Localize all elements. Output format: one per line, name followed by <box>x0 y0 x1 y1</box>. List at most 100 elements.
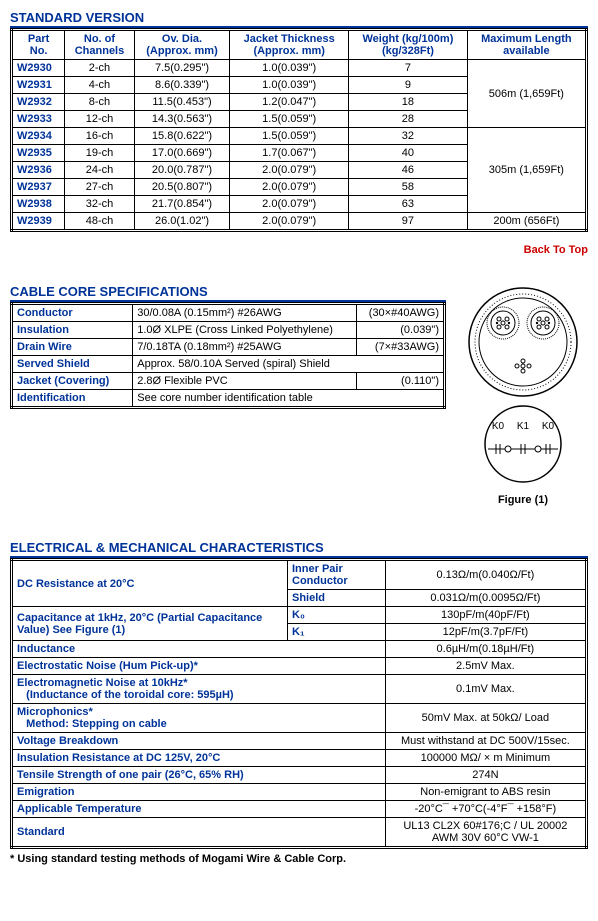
table-cell: 19-ch <box>65 145 134 162</box>
core-label: Identification <box>12 390 133 408</box>
figure-1-diagram: K0 K1 K0 Figure (1) <box>458 284 588 506</box>
core-unit: (0.039") <box>357 322 445 339</box>
cap-label: Capacitance at 1kHz, 20°C (Partial Capac… <box>12 607 288 641</box>
part-no: W2935 <box>12 145 65 162</box>
part-no: W2934 <box>12 128 65 145</box>
core-label: Jacket (Covering) <box>12 373 133 390</box>
table-cell: 32 <box>349 128 468 145</box>
svg-text:K0: K0 <box>492 421 505 432</box>
k1-value: 12pF/m(3.7pF/Ft) <box>385 624 586 641</box>
standard-version-table: Part No. No. of Channels Ov. Dia. (Appro… <box>10 28 588 232</box>
hum-value: 2.5mV Max. <box>385 658 586 675</box>
part-no: W2936 <box>12 162 65 179</box>
temp-label: Applicable Temperature <box>12 801 386 818</box>
table-cell: 2.0(0.079") <box>230 162 349 179</box>
emn-label: Electromagnetic Noise at 10kHz* (Inducta… <box>12 675 386 704</box>
th-maxlen: Maximum Length available <box>467 30 586 60</box>
core-unit: (0.110") <box>357 373 445 390</box>
table-cell: 7.5(0.295") <box>134 60 230 77</box>
table-cell: 2.0(0.079") <box>230 196 349 213</box>
table-cell: 1.0(0.039") <box>230 60 349 77</box>
table-cell: 14.3(0.563") <box>134 111 230 128</box>
core-label: Drain Wire <box>12 339 133 356</box>
table-cell: 63 <box>349 196 468 213</box>
back-to-top-link[interactable]: Back To Top <box>10 244 588 256</box>
core-value: Approx. 58/0.10A Served (spiral) Shield <box>133 356 445 373</box>
th-ovdia: Ov. Dia. (Approx. mm) <box>134 30 230 60</box>
emig-value: Non-emigrant to ABS resin <box>385 784 586 801</box>
core-unit: (30×#40AWG) <box>357 304 445 322</box>
mic-label: Microphonics* Method: Stepping on cable <box>12 704 386 733</box>
svg-text:K1: K1 <box>517 421 530 432</box>
elec-mech-table: DC Resistance at 20°C Inner Pair Conduct… <box>10 558 588 849</box>
maxlen-cell: 305m (1,659Ft) <box>467 128 586 213</box>
th-jacket: Jacket Thickness (Approx. mm) <box>230 30 349 60</box>
shield-label: Shield <box>288 590 386 607</box>
maxlen-cell: 200m (656Ft) <box>467 213 586 231</box>
table-cell: 8-ch <box>65 94 134 111</box>
k0-value: 130pF/m(40pF/Ft) <box>385 607 586 624</box>
k1-label: K₁ <box>288 624 386 641</box>
table-cell: 17.0(0.669") <box>134 145 230 162</box>
core-value: 2.8Ø Flexible PVC <box>133 373 357 390</box>
core-spec-table: Conductor30/0.08A (0.15mm²) #26AWG(30×#4… <box>10 302 446 409</box>
table-cell: 20.5(0.807") <box>134 179 230 196</box>
table-cell: 32-ch <box>65 196 134 213</box>
table-cell: 18 <box>349 94 468 111</box>
th-weight: Weight (kg/100m) (kg/328Ft) <box>349 30 468 60</box>
table-cell: 40 <box>349 145 468 162</box>
table-cell: 28 <box>349 111 468 128</box>
ts-label: Tensile Strength of one pair (26°C, 65% … <box>12 767 386 784</box>
table-cell: 2-ch <box>65 60 134 77</box>
dcres-label: DC Resistance at 20°C <box>12 560 288 607</box>
part-no: W2932 <box>12 94 65 111</box>
table-cell: 11.5(0.453") <box>134 94 230 111</box>
table-cell: 1.5(0.059") <box>230 111 349 128</box>
ir-label: Insulation Resistance at DC 125V, 20°C <box>12 750 386 767</box>
ind-value: 0.6µH/m(0.18µH/Ft) <box>385 641 586 658</box>
core-value: 7/0.18TA (0.18mm²) #25AWG <box>133 339 357 356</box>
th-part: Part No. <box>12 30 65 60</box>
hum-label: Electrostatic Noise (Hum Pick-up)* <box>12 658 386 675</box>
table-cell: 20.0(0.787") <box>134 162 230 179</box>
table-cell: 24-ch <box>65 162 134 179</box>
k0-label: K₀ <box>288 607 386 624</box>
vb-value: Must withstand at DC 500V/15sec. <box>385 733 586 750</box>
table-cell: 58 <box>349 179 468 196</box>
table-cell: 2.0(0.079") <box>230 213 349 231</box>
inner-value: 0.13Ω/m(0.040Ω/Ft) <box>385 560 586 590</box>
shield-value: 0.031Ω/m(0.0095Ω/Ft) <box>385 590 586 607</box>
table-cell: 16-ch <box>65 128 134 145</box>
std-label: Standard <box>12 818 386 848</box>
emig-label: Emigration <box>12 784 386 801</box>
part-no: W2933 <box>12 111 65 128</box>
table-cell: 97 <box>349 213 468 231</box>
section-title-elec: ELECTRICAL & MECHANICAL CHARACTERISTICS <box>10 540 588 558</box>
footnote: * Using standard testing methods of Moga… <box>10 853 588 865</box>
core-label: Insulation <box>12 322 133 339</box>
table-cell: 26.0(1.02") <box>134 213 230 231</box>
table-cell: 1.5(0.059") <box>230 128 349 145</box>
table-cell: 7 <box>349 60 468 77</box>
vb-label: Voltage Breakdown <box>12 733 386 750</box>
core-unit: (7×#33AWG) <box>357 339 445 356</box>
table-cell: 46 <box>349 162 468 179</box>
table-cell: 8.6(0.339") <box>134 77 230 94</box>
emn-value: 0.1mV Max. <box>385 675 586 704</box>
section-title-core: CABLE CORE SPECIFICATIONS <box>10 284 446 302</box>
table-cell: 1.7(0.067") <box>230 145 349 162</box>
ir-value: 100000 MΩ/ × m Minimum <box>385 750 586 767</box>
std-value: UL13 CL2X 60#176;C / UL 20002 AWM 30V 60… <box>385 818 586 848</box>
table-cell: 2.0(0.079") <box>230 179 349 196</box>
part-no: W2930 <box>12 60 65 77</box>
core-value: See core number identification table <box>133 390 445 408</box>
svg-text:K0: K0 <box>542 421 555 432</box>
table-cell: 9 <box>349 77 468 94</box>
ind-label: Inductance <box>12 641 386 658</box>
temp-value: -20°C¯ +70°C(-4°F¯ +158°F) <box>385 801 586 818</box>
ts-value: 274N <box>385 767 586 784</box>
table-cell: 1.0(0.039") <box>230 77 349 94</box>
table-cell: 12-ch <box>65 111 134 128</box>
part-no: W2931 <box>12 77 65 94</box>
table-cell: 27-ch <box>65 179 134 196</box>
